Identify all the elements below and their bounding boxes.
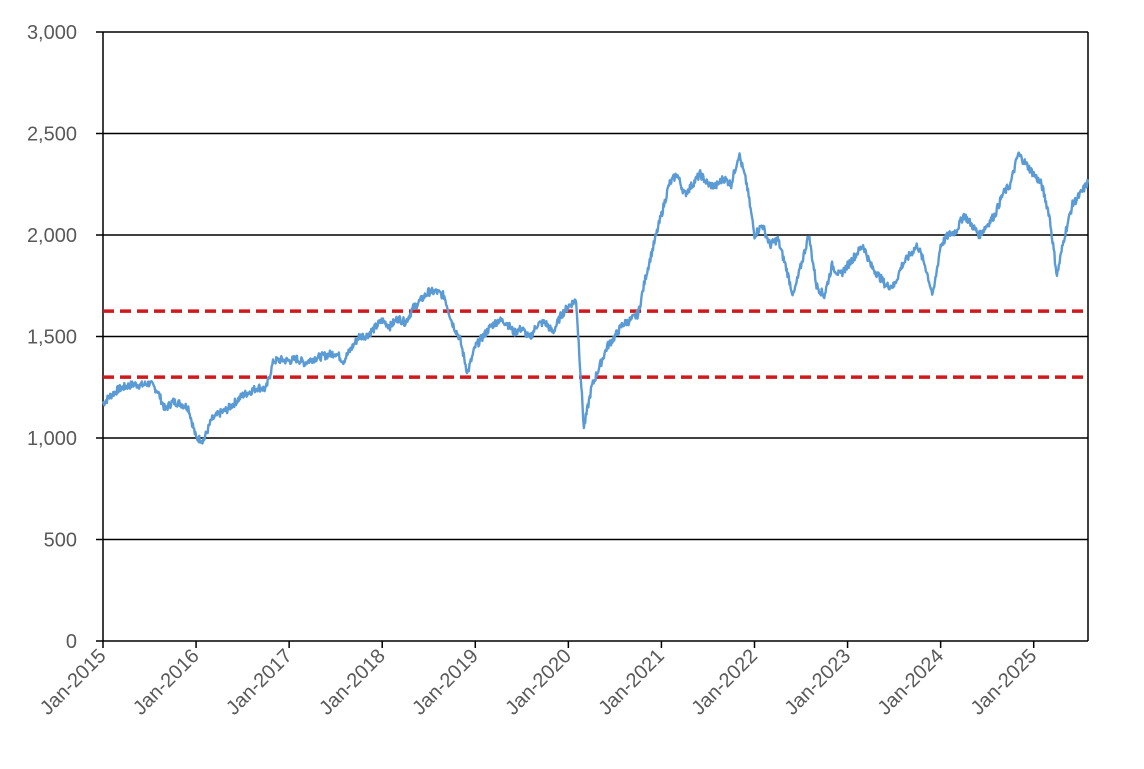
x-tick-label: Jan-2025 [967,645,1042,720]
y-tick-label: 1,500 [27,327,77,349]
y-tick-label: 1,000 [27,428,77,450]
y-tick-label: 2,500 [27,124,77,146]
x-tick-label: Jan-2015 [36,645,111,720]
y-tick-label: 2,000 [27,225,77,247]
y-tick-label: 500 [44,530,77,552]
y-tick-label: 3,000 [27,22,77,44]
x-tick-label: Jan-2024 [874,645,949,720]
axes [96,31,1089,648]
x-tick-labels: Jan-2015 Jan-2016 Jan-2017 Jan-2018 Jan-2019… [36,645,1041,720]
x-tick-label: Jan-2019 [408,645,483,720]
y-tick-label: 0 [66,631,77,653]
x-tick-label: Jan-2018 [315,645,390,720]
y-tick-labels: 0 500 1,000 1,500 2,000 2,500 3,000 [27,22,77,653]
x-tick-label: Jan-2017 [222,645,297,720]
x-tick-label: Jan-2020 [501,645,576,720]
grid-lines [103,31,1088,541]
x-tick-label: Jan-2022 [687,645,762,720]
series-line [101,151,1090,445]
x-tick-label: Jan-2016 [129,645,204,720]
series-layer [101,151,1090,445]
x-tick-label: Jan-2023 [781,645,856,720]
reference-lines [103,309,1088,379]
x-tick-label: Jan-2021 [594,645,669,720]
